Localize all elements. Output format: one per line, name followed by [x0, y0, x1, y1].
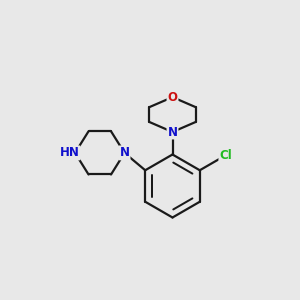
- Text: Cl: Cl: [219, 149, 232, 162]
- Text: HN: HN: [60, 146, 80, 159]
- Text: N: N: [167, 125, 178, 139]
- Text: N: N: [119, 146, 130, 159]
- Text: O: O: [167, 91, 178, 103]
